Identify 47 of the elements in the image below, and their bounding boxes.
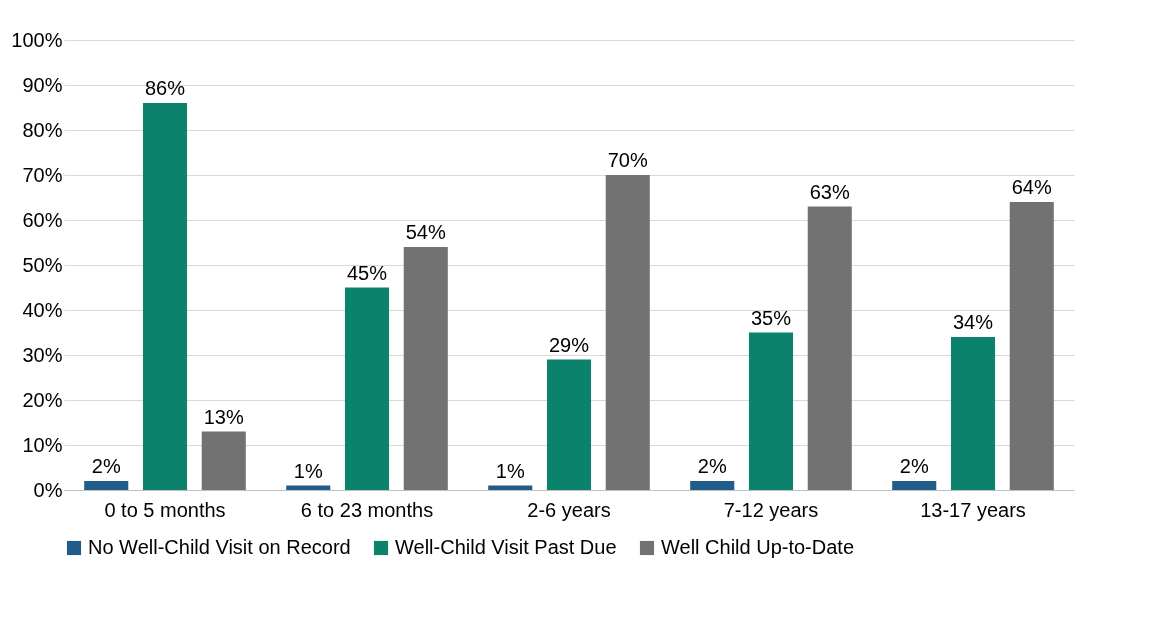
- data-label: 54%: [405, 221, 446, 243]
- y-tick-label: 40%: [22, 298, 63, 321]
- data-label: 2%: [899, 455, 929, 477]
- y-tick-label: 100%: [11, 28, 63, 51]
- bar: [201, 431, 246, 490]
- data-label: 2%: [91, 455, 121, 477]
- bar: [950, 337, 996, 490]
- data-label: 34%: [952, 311, 994, 333]
- y-tick-label: 80%: [22, 118, 63, 141]
- x-tick-label: 6 to 23 months: [300, 498, 434, 521]
- bar: [546, 359, 592, 490]
- y-tick-label: 20%: [22, 388, 63, 411]
- y-tick-label: 90%: [22, 73, 63, 96]
- y-tick-label: 30%: [22, 343, 63, 366]
- bar: [748, 332, 794, 490]
- data-label: 1%: [293, 459, 323, 482]
- data-label: 35%: [750, 306, 792, 329]
- data-label: 64%: [1011, 176, 1052, 198]
- data-label: 29%: [548, 333, 590, 356]
- data-label: 13%: [203, 405, 244, 428]
- bar: [690, 481, 735, 490]
- bar: [142, 103, 188, 490]
- legend-label: No Well-Child Visit on Record: [88, 536, 351, 558]
- data-label: 63%: [809, 180, 850, 203]
- x-tick-label: 7-12 years: [723, 498, 819, 521]
- bar: [344, 287, 390, 490]
- bar: [807, 206, 852, 490]
- data-label: 45%: [346, 261, 388, 284]
- y-tick-label: 60%: [22, 208, 63, 231]
- data-label: 70%: [607, 149, 648, 171]
- y-tick-label: 70%: [22, 163, 63, 186]
- bar: [1009, 202, 1054, 490]
- bar: [605, 175, 650, 490]
- legend-label: Well Child Up-to-Date: [661, 536, 855, 558]
- x-tick-label: 0 to 5 months: [104, 498, 226, 521]
- bar: [84, 481, 129, 490]
- data-label: 1%: [495, 459, 525, 482]
- x-tick-label: 2-6 years: [527, 498, 611, 521]
- bar: [403, 247, 448, 490]
- y-tick-label: 10%: [22, 433, 63, 456]
- legend-label: Well-Child Visit Past Due: [395, 536, 617, 558]
- y-tick-label: 50%: [22, 253, 63, 276]
- bar: [892, 481, 937, 490]
- y-tick-label: 0%: [33, 478, 63, 501]
- x-tick-label: 13-17 years: [920, 498, 1026, 521]
- data-label: 2%: [697, 455, 727, 477]
- data-label: 86%: [144, 77, 186, 99]
